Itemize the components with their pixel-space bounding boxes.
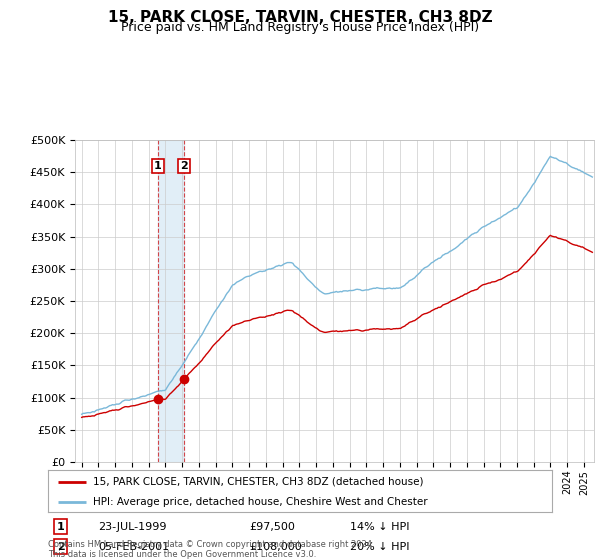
Text: 2: 2: [180, 161, 188, 171]
Text: 15, PARK CLOSE, TARVIN, CHESTER, CH3 8DZ (detached house): 15, PARK CLOSE, TARVIN, CHESTER, CH3 8DZ…: [94, 477, 424, 487]
Text: 14% ↓ HPI: 14% ↓ HPI: [350, 521, 410, 531]
Text: 2: 2: [57, 542, 64, 552]
Text: 15, PARK CLOSE, TARVIN, CHESTER, CH3 8DZ: 15, PARK CLOSE, TARVIN, CHESTER, CH3 8DZ: [107, 10, 493, 25]
Bar: [158, 140, 184, 462]
Text: 1: 1: [57, 521, 64, 531]
Text: 1: 1: [154, 161, 161, 171]
Text: HPI: Average price, detached house, Cheshire West and Chester: HPI: Average price, detached house, Ches…: [94, 497, 428, 507]
Text: 23-JUL-1999: 23-JUL-1999: [98, 521, 167, 531]
Text: £108,000: £108,000: [250, 542, 302, 552]
Text: Contains HM Land Registry data © Crown copyright and database right 2024.
This d: Contains HM Land Registry data © Crown c…: [48, 540, 374, 559]
Text: 20% ↓ HPI: 20% ↓ HPI: [350, 542, 410, 552]
Text: £97,500: £97,500: [250, 521, 295, 531]
Text: Price paid vs. HM Land Registry's House Price Index (HPI): Price paid vs. HM Land Registry's House …: [121, 21, 479, 34]
Text: 05-FEB-2001: 05-FEB-2001: [98, 542, 170, 552]
